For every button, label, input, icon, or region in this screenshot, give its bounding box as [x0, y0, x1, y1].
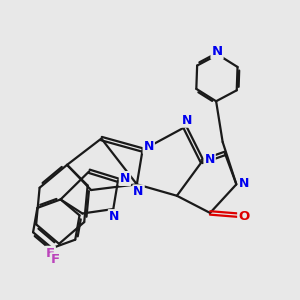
Text: O: O [238, 210, 249, 224]
Text: F: F [46, 247, 55, 260]
Text: N: N [120, 172, 130, 185]
Text: F: F [51, 253, 60, 266]
Text: N: N [134, 185, 144, 198]
Text: N: N [212, 45, 223, 58]
Text: N: N [109, 210, 119, 223]
Text: N: N [182, 114, 192, 127]
Text: N: N [144, 140, 154, 153]
Text: N: N [239, 177, 249, 190]
Text: N: N [204, 153, 215, 166]
